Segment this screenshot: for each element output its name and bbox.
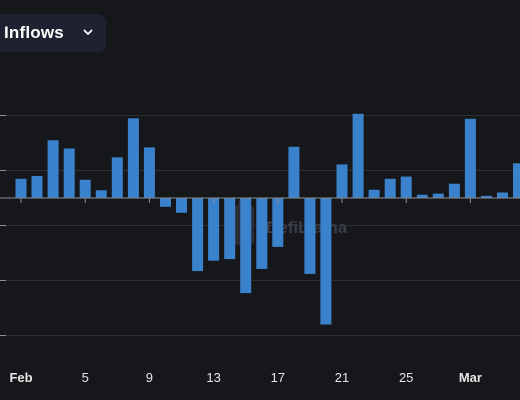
- x-axis: Feb 5 9 13 17 21 25 Mar: [0, 197, 520, 385]
- bar[interactable]: [63, 148, 75, 199]
- bar[interactable]: [464, 118, 476, 198]
- bar[interactable]: [160, 198, 171, 207]
- x-tick-label: 9: [146, 370, 153, 385]
- bar[interactable]: [513, 163, 520, 198]
- bar[interactable]: [111, 157, 123, 198]
- bar[interactable]: [79, 179, 91, 198]
- bar[interactable]: [336, 164, 348, 198]
- x-tick-label: Mar: [459, 370, 482, 385]
- bar[interactable]: [497, 192, 508, 199]
- bar[interactable]: [47, 140, 59, 199]
- bar[interactable]: [240, 198, 252, 294]
- bar[interactable]: [31, 176, 43, 198]
- x-tick-label: 21: [335, 370, 349, 385]
- bar[interactable]: [320, 198, 332, 325]
- bar[interactable]: [304, 198, 316, 274]
- bar[interactable]: [192, 198, 204, 272]
- bar[interactable]: [288, 146, 300, 198]
- x-tick-label: 13: [206, 370, 220, 385]
- x-tick-label: 25: [399, 370, 413, 385]
- bar[interactable]: [352, 113, 364, 198]
- bar[interactable]: [224, 198, 236, 260]
- bar[interactable]: [481, 195, 492, 198]
- dropdown-label: Inflows: [4, 23, 64, 42]
- bar[interactable]: [432, 193, 444, 198]
- bar[interactable]: [143, 147, 155, 198]
- chevron-down-icon: [83, 29, 93, 35]
- bars: [15, 113, 520, 325]
- bar[interactable]: [95, 190, 107, 198]
- x-tick-label: 17: [271, 370, 285, 385]
- bar[interactable]: [256, 198, 268, 269]
- bar[interactable]: [448, 183, 460, 198]
- metric-dropdown[interactable]: Inflows: [0, 14, 106, 52]
- bar[interactable]: [127, 118, 139, 199]
- bar[interactable]: [400, 176, 412, 198]
- x-tick-label: Feb: [9, 370, 32, 385]
- bar[interactable]: [384, 178, 396, 199]
- x-tick-label: 5: [82, 370, 89, 385]
- bar[interactable]: [416, 194, 428, 198]
- bar[interactable]: [208, 198, 220, 261]
- bar[interactable]: [368, 189, 380, 199]
- bar[interactable]: [272, 198, 284, 247]
- bar[interactable]: [176, 198, 187, 213]
- bar[interactable]: [15, 178, 27, 199]
